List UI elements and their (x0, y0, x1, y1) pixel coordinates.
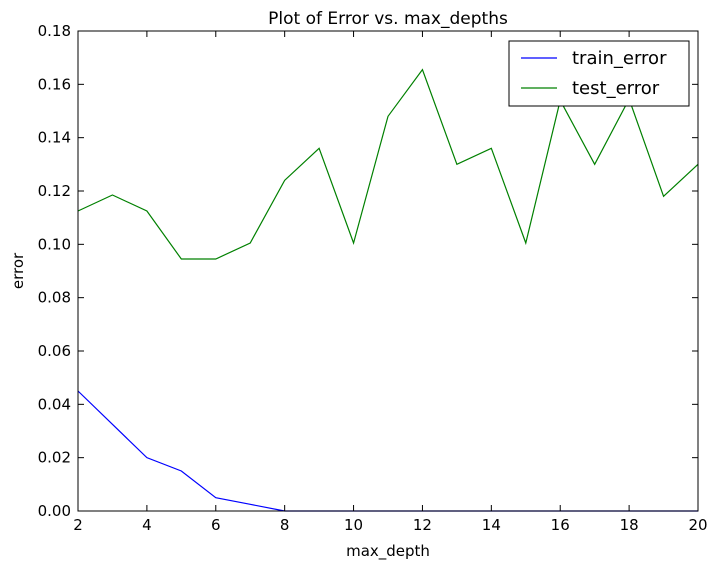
x-tick-label: 8 (280, 516, 290, 534)
y-tick-label: 0.14 (38, 129, 71, 147)
ticks-layer: 2 4 6 8 10 12 14 16 18 20 0.00 0.02 0.04 0.06 0.08 0.10… (38, 22, 708, 534)
legend-box (508, 40, 690, 107)
series-line-test-error (77, 68, 699, 260)
y-tick-label: 0.12 (38, 182, 71, 200)
x-tick-label: 14 (482, 516, 501, 534)
y-tick-label: 0.08 (38, 289, 71, 307)
legend: train_error test_error (508, 40, 690, 107)
y-tick-label: 0.00 (38, 502, 71, 520)
x-tick-label: 18 (620, 516, 639, 534)
y-axis-label: error (9, 252, 27, 289)
y-tick-label: 0.10 (38, 235, 71, 253)
x-tick-label: 6 (211, 516, 221, 534)
x-axis-label: max_depth (346, 542, 430, 561)
legend-label-test-error: test_error (572, 78, 660, 99)
x-tick-label: 10 (344, 516, 363, 534)
chart-title: Plot of Error vs. max_depths (268, 9, 508, 29)
x-tick-label: 20 (688, 516, 707, 534)
x-tick-label: 12 (413, 516, 432, 534)
y-tick-label: 0.06 (38, 342, 71, 360)
y-tick-label: 0.04 (38, 395, 71, 413)
legend-label-train-error: train_error (572, 48, 667, 69)
y-tick-label: 0.18 (38, 22, 71, 40)
x-tick-label: 4 (142, 516, 152, 534)
y-tick-label: 0.16 (38, 75, 71, 93)
x-tick-label: 2 (73, 516, 83, 534)
plot-frame (77, 30, 699, 512)
x-tick-label: 16 (551, 516, 570, 534)
y-tick-label: 0.02 (38, 449, 71, 467)
